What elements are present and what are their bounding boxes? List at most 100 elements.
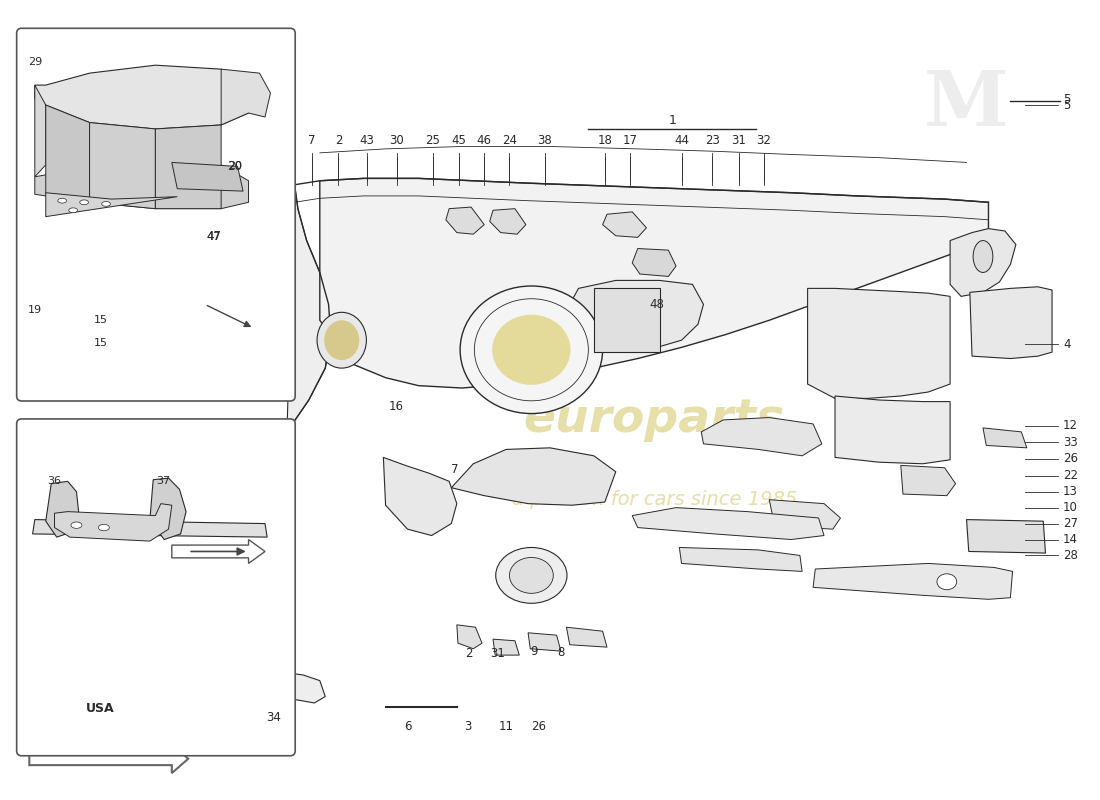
Text: 31: 31 [732,134,746,147]
Text: 16: 16 [389,400,404,413]
Polygon shape [528,633,561,651]
Text: 38: 38 [537,134,552,147]
Polygon shape [632,249,676,277]
Polygon shape [55,504,172,541]
Ellipse shape [492,314,571,385]
Ellipse shape [58,198,67,203]
Text: M: M [924,68,1009,142]
Text: 33: 33 [1063,436,1078,449]
Text: 4: 4 [1063,338,1070,350]
Text: 20: 20 [229,162,242,171]
Polygon shape [835,396,950,464]
Polygon shape [172,162,243,191]
Ellipse shape [496,547,566,603]
Ellipse shape [937,574,957,590]
Polygon shape [490,209,526,234]
Text: 46: 46 [476,134,492,147]
Text: 47: 47 [206,230,221,243]
Ellipse shape [98,524,109,530]
Polygon shape [35,65,254,129]
Text: 15: 15 [94,315,108,326]
FancyBboxPatch shape [16,28,295,401]
Polygon shape [172,539,265,563]
Text: 26: 26 [1063,453,1078,466]
Text: 48: 48 [649,298,663,311]
Polygon shape [967,519,1045,553]
Text: 43: 43 [360,134,374,147]
Polygon shape [456,625,482,649]
Polygon shape [46,105,89,202]
Text: 18: 18 [597,134,613,147]
Text: 2: 2 [465,647,473,660]
Text: 26: 26 [531,720,547,734]
Polygon shape [769,500,840,529]
Polygon shape [970,286,1052,358]
Text: 24: 24 [502,134,517,147]
Polygon shape [446,207,484,234]
Polygon shape [276,671,326,703]
Text: 31: 31 [490,647,505,660]
Text: 30: 30 [389,134,404,147]
Polygon shape [384,458,456,535]
Text: 5: 5 [1063,93,1070,106]
Text: 25: 25 [426,134,440,147]
Polygon shape [89,122,155,209]
Text: 1: 1 [669,114,676,127]
Text: 12: 12 [1063,419,1078,432]
Text: 5: 5 [1063,98,1070,111]
Ellipse shape [101,202,110,206]
Text: 47: 47 [207,231,221,242]
Text: 23: 23 [705,134,719,147]
Ellipse shape [460,286,603,414]
Polygon shape [680,547,802,571]
Text: 2: 2 [334,134,342,147]
Polygon shape [155,125,221,209]
Text: 8: 8 [558,646,564,659]
Text: 28: 28 [1063,549,1078,562]
Text: 32: 32 [757,134,771,147]
Text: 3: 3 [464,720,472,734]
Text: 29: 29 [28,57,42,67]
Text: 20: 20 [227,160,242,173]
Ellipse shape [69,208,77,213]
Text: a passion for cars since 1985: a passion for cars since 1985 [512,490,796,509]
Polygon shape [807,288,950,398]
Polygon shape [813,563,1013,599]
Ellipse shape [317,312,366,368]
Text: 44: 44 [674,134,689,147]
Text: 19: 19 [28,305,42,315]
Text: 7: 7 [308,134,316,147]
Polygon shape [221,69,271,125]
Polygon shape [594,288,660,352]
Polygon shape [35,85,46,177]
Text: 11: 11 [498,720,514,734]
Text: 9: 9 [530,645,537,658]
Text: 14: 14 [1063,533,1078,546]
Text: 15: 15 [94,338,108,347]
Text: 36: 36 [47,476,62,486]
Text: 45: 45 [452,134,466,147]
Polygon shape [35,161,249,209]
Text: 6: 6 [404,720,411,734]
Polygon shape [603,212,647,238]
Text: 10: 10 [1063,501,1078,514]
Text: europarts: europarts [524,398,784,442]
Text: 17: 17 [623,134,638,147]
Polygon shape [320,178,989,388]
Text: 7: 7 [451,463,459,476]
Ellipse shape [974,241,993,273]
Polygon shape [632,508,824,539]
Text: 13: 13 [1063,485,1078,498]
Polygon shape [46,193,177,217]
Polygon shape [46,482,78,537]
Ellipse shape [72,522,81,528]
Polygon shape [568,281,704,350]
Polygon shape [983,428,1026,448]
Ellipse shape [79,200,88,205]
Polygon shape [33,519,267,537]
Polygon shape [451,448,616,506]
Text: 37: 37 [156,476,170,486]
FancyBboxPatch shape [16,419,295,756]
Polygon shape [287,185,331,432]
Polygon shape [566,627,607,647]
